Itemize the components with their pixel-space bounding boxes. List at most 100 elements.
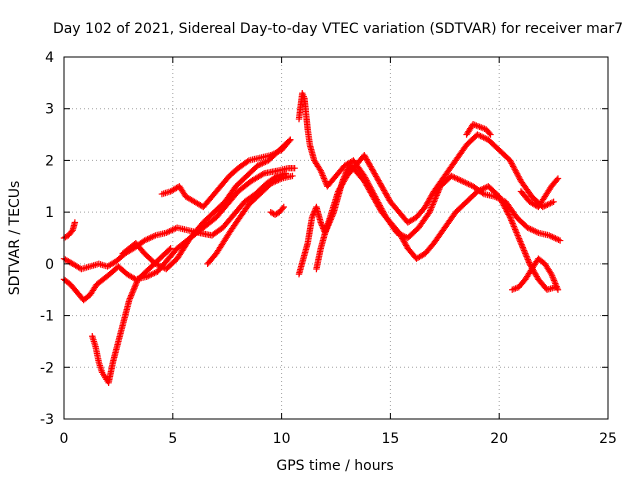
- series-trace-12: [463, 121, 494, 138]
- data-point: [525, 259, 533, 266]
- x-tick-label: 15: [381, 431, 399, 447]
- data-point: [341, 172, 349, 179]
- chart-title: Day 102 of 2021, Sidereal Day-to-day VTE…: [53, 21, 623, 37]
- data-point: [510, 221, 517, 229]
- data-point: [430, 198, 438, 205]
- data-point: [126, 295, 134, 302]
- data-point: [325, 220, 333, 228]
- y-tick-label: -1: [40, 309, 54, 325]
- x-axis-label: GPS time / hours: [276, 458, 393, 474]
- series-trace-3: [60, 219, 79, 242]
- data-point: [513, 229, 520, 236]
- data-point: [487, 131, 494, 138]
- data-point: [524, 256, 531, 263]
- data-point: [339, 177, 346, 185]
- data-point: [508, 218, 516, 226]
- data-point: [486, 130, 493, 137]
- data-point: [511, 224, 518, 232]
- data-point: [520, 245, 527, 253]
- data-point: [515, 233, 522, 241]
- data-point: [521, 248, 528, 256]
- data-point: [341, 173, 348, 180]
- data-point: [342, 170, 349, 177]
- data-point: [286, 137, 293, 145]
- data-point: [131, 283, 139, 290]
- data-point: [506, 214, 514, 221]
- plot-frame: [63, 56, 609, 420]
- data-point: [329, 211, 336, 219]
- data-point: [509, 220, 516, 227]
- data-point: [129, 289, 136, 296]
- data-point: [318, 220, 325, 228]
- x-tick-label: 20: [490, 431, 508, 447]
- series-trace-9: [295, 90, 564, 244]
- data-point: [323, 225, 331, 232]
- data-point: [132, 282, 139, 289]
- data-point: [308, 214, 316, 221]
- data-point: [289, 172, 296, 180]
- data-point: [553, 176, 561, 184]
- data-point: [431, 196, 438, 204]
- data-point: [518, 241, 525, 248]
- data-point: [427, 205, 435, 213]
- data-point: [330, 210, 337, 217]
- data-point: [522, 251, 530, 259]
- data-point: [523, 254, 531, 262]
- data-point: [132, 280, 140, 288]
- data-point: [291, 164, 298, 172]
- data-points: [60, 90, 564, 386]
- data-point: [525, 257, 532, 265]
- data-point: [166, 246, 173, 253]
- data-point: [127, 292, 135, 299]
- data-point: [513, 230, 521, 238]
- data-point: [514, 232, 521, 239]
- data-point: [71, 219, 79, 226]
- series-trace-13: [509, 255, 562, 293]
- x-tick-label: 5: [168, 431, 177, 447]
- data-point: [129, 287, 137, 295]
- data-point: [323, 226, 330, 234]
- data-point: [68, 228, 75, 235]
- data-point: [340, 174, 347, 182]
- data-point: [327, 216, 334, 223]
- data-point: [554, 286, 562, 293]
- data-point: [429, 201, 436, 208]
- series-trace-7: [204, 172, 296, 268]
- data-point: [556, 237, 564, 244]
- data-point: [432, 195, 439, 202]
- data-point: [515, 235, 523, 242]
- y-tick-label: 3: [45, 102, 54, 118]
- y-axis-label: SDTVAR / TECUs: [7, 181, 23, 296]
- data-point: [326, 219, 333, 226]
- y-tick-label: 4: [45, 50, 54, 66]
- data-point: [550, 198, 557, 205]
- series-trace-14: [517, 175, 562, 211]
- data-point: [519, 244, 527, 251]
- series-trace-11: [313, 162, 559, 293]
- data-point: [325, 222, 332, 229]
- data-point: [326, 217, 334, 225]
- data-point: [328, 213, 336, 220]
- data-point: [512, 227, 520, 235]
- data-point: [127, 293, 134, 301]
- y-tick-label: 0: [45, 257, 54, 273]
- data-point: [506, 212, 513, 220]
- data-point: [321, 229, 329, 237]
- data-point: [130, 286, 137, 293]
- x-tick-label: 25: [599, 431, 617, 447]
- data-point: [510, 223, 518, 230]
- data-point: [426, 208, 433, 216]
- data-point: [339, 176, 347, 183]
- data-point: [324, 223, 331, 231]
- data-point: [508, 217, 515, 224]
- data-point: [322, 228, 329, 235]
- data-point: [427, 207, 434, 214]
- data-point: [523, 253, 530, 260]
- data-point: [259, 171, 266, 178]
- x-tick-label: 0: [60, 431, 69, 447]
- data-point: [520, 247, 528, 254]
- data-point: [522, 250, 529, 257]
- data-point: [133, 279, 140, 286]
